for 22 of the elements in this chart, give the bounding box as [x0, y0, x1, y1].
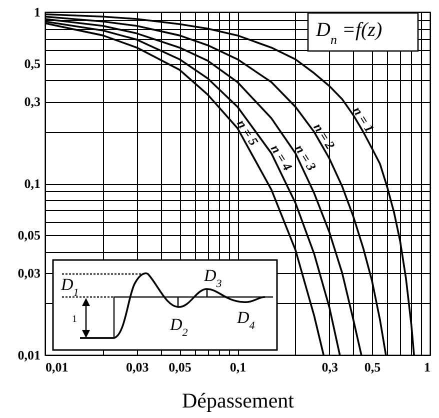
- text: n = 4: [268, 142, 296, 174]
- annotation: D$_{1}$: [60, 275, 79, 299]
- x-tick-label: 0,03: [126, 360, 150, 374]
- x-axis-title: Dépassement: [182, 388, 294, 412]
- y-tick-label: 1: [34, 4, 40, 20]
- y-tick-label: 0,3: [24, 94, 41, 110]
- annotation: 1: [72, 314, 77, 325]
- y-tick-label: 0,1: [24, 176, 40, 191]
- y-tick-label: 0,05: [18, 228, 41, 243]
- y-tick-label: 0,03: [18, 266, 41, 281]
- y-tick-label: 0,5: [24, 56, 41, 72]
- y-tick-label: 0,01: [18, 348, 40, 362]
- annotation: D$_{n}$ =f(z): [315, 19, 382, 46]
- annotation: D$_{2}$: [169, 315, 188, 339]
- x-tick-label: 0,5: [364, 360, 382, 374]
- x-tick-label: 0,3: [322, 360, 338, 374]
- x-tick-label: 0,1: [230, 360, 246, 374]
- x-tick-label: 0,05: [168, 360, 192, 374]
- x-tick-label: 0,01: [46, 360, 68, 374]
- x-tick-label: 1: [424, 360, 430, 374]
- annotation: D$_{3}$: [203, 266, 222, 290]
- annotation: D$_{4}$: [236, 308, 256, 332]
